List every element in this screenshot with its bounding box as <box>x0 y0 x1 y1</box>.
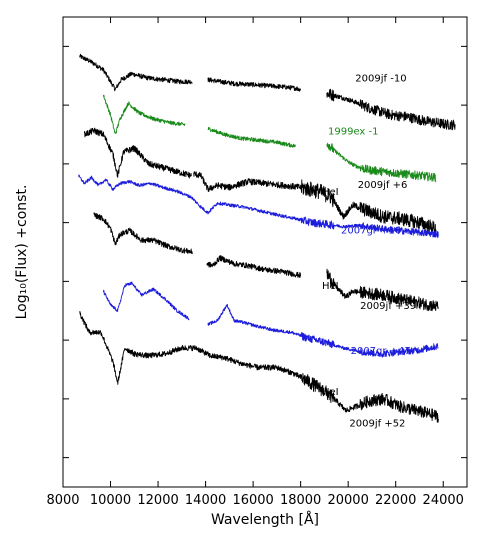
plot-frame <box>62 16 468 488</box>
series-4 <box>78 174 439 239</box>
x-tick-label-2: 10000 <box>90 493 131 508</box>
annotation-8: 2007gr +47 <box>351 346 411 357</box>
y-axis-label: Log₁₀(Flux) +const. <box>14 185 30 320</box>
series-1-segment-3 <box>326 88 456 131</box>
series-2-segment-3 <box>326 142 437 183</box>
x-axis-label: Wavelength [Å] <box>211 511 319 528</box>
annotation-layer: 2009jf -10 1999ex -1 HeI 2009jf +6 2007gr +1… <box>322 74 416 430</box>
annotation-9: HeI <box>322 387 339 398</box>
x-tick-label-8: 22000 <box>375 493 416 508</box>
x-tick-label-9: 24000 <box>423 493 464 508</box>
series-6 <box>102 281 439 358</box>
x-tick-label-7: 20000 <box>327 493 368 508</box>
x-tick-label-4: 14000 <box>185 493 226 508</box>
series-3-segment-2 <box>193 171 437 234</box>
annotation-1: 2009jf -10 <box>355 74 406 85</box>
series-7-segment-1 <box>79 311 439 423</box>
x-tick-label-1: 8000 <box>46 493 79 508</box>
annotation-2: 1999ex -1 <box>328 127 379 138</box>
series-1-segment-1 <box>79 53 193 92</box>
annotation-10: 2009jf +52 <box>349 418 405 429</box>
series-3 <box>83 127 437 234</box>
series-1 <box>79 53 456 131</box>
series-5-segment-1 <box>93 212 193 255</box>
x-tick-label-5: 16000 <box>232 493 273 508</box>
annotation-5: 2007gr +16 <box>341 226 401 237</box>
series-5 <box>93 212 439 312</box>
series-2-segment-1 <box>102 94 186 134</box>
annotation-4: 2009jf +6 <box>358 180 408 191</box>
series-4-segment-1 <box>78 174 439 239</box>
annotation-3: HeI <box>322 187 339 198</box>
series-2 <box>102 94 437 183</box>
annotation-6: HeI <box>322 281 339 292</box>
series-3-segment-1 <box>83 127 192 179</box>
series-5-segment-2 <box>206 255 302 278</box>
series-6-segment-1 <box>102 281 190 321</box>
series-1-segment-2 <box>207 77 302 92</box>
axis-layer: 8000 10000 12000 14000 16000 18000 20000 22000 2… <box>46 16 468 508</box>
annotation-7: 2009jf +39 <box>360 301 416 312</box>
series-7 <box>79 311 439 423</box>
x-tick-label-3: 12000 <box>137 493 178 508</box>
series-2-segment-2 <box>207 126 296 148</box>
x-tick-label-6: 18000 <box>280 493 321 508</box>
series-6-segment-2 <box>207 303 439 358</box>
series-layer <box>78 53 456 423</box>
series-5-segment-3 <box>326 268 439 312</box>
